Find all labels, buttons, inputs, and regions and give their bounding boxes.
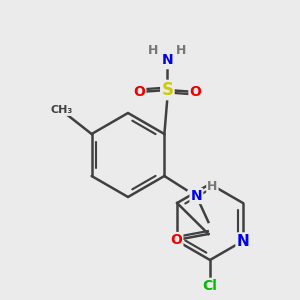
Text: N: N bbox=[236, 233, 249, 248]
Text: H: H bbox=[176, 44, 187, 58]
Text: O: O bbox=[189, 85, 201, 99]
Text: N: N bbox=[190, 189, 202, 203]
Text: H: H bbox=[207, 179, 218, 193]
Text: O: O bbox=[170, 233, 182, 247]
Text: H: H bbox=[148, 44, 159, 58]
Text: N: N bbox=[162, 53, 173, 67]
Text: CH₃: CH₃ bbox=[50, 105, 73, 115]
Text: Cl: Cl bbox=[202, 279, 217, 293]
Text: O: O bbox=[134, 85, 145, 99]
Text: S: S bbox=[161, 81, 173, 99]
